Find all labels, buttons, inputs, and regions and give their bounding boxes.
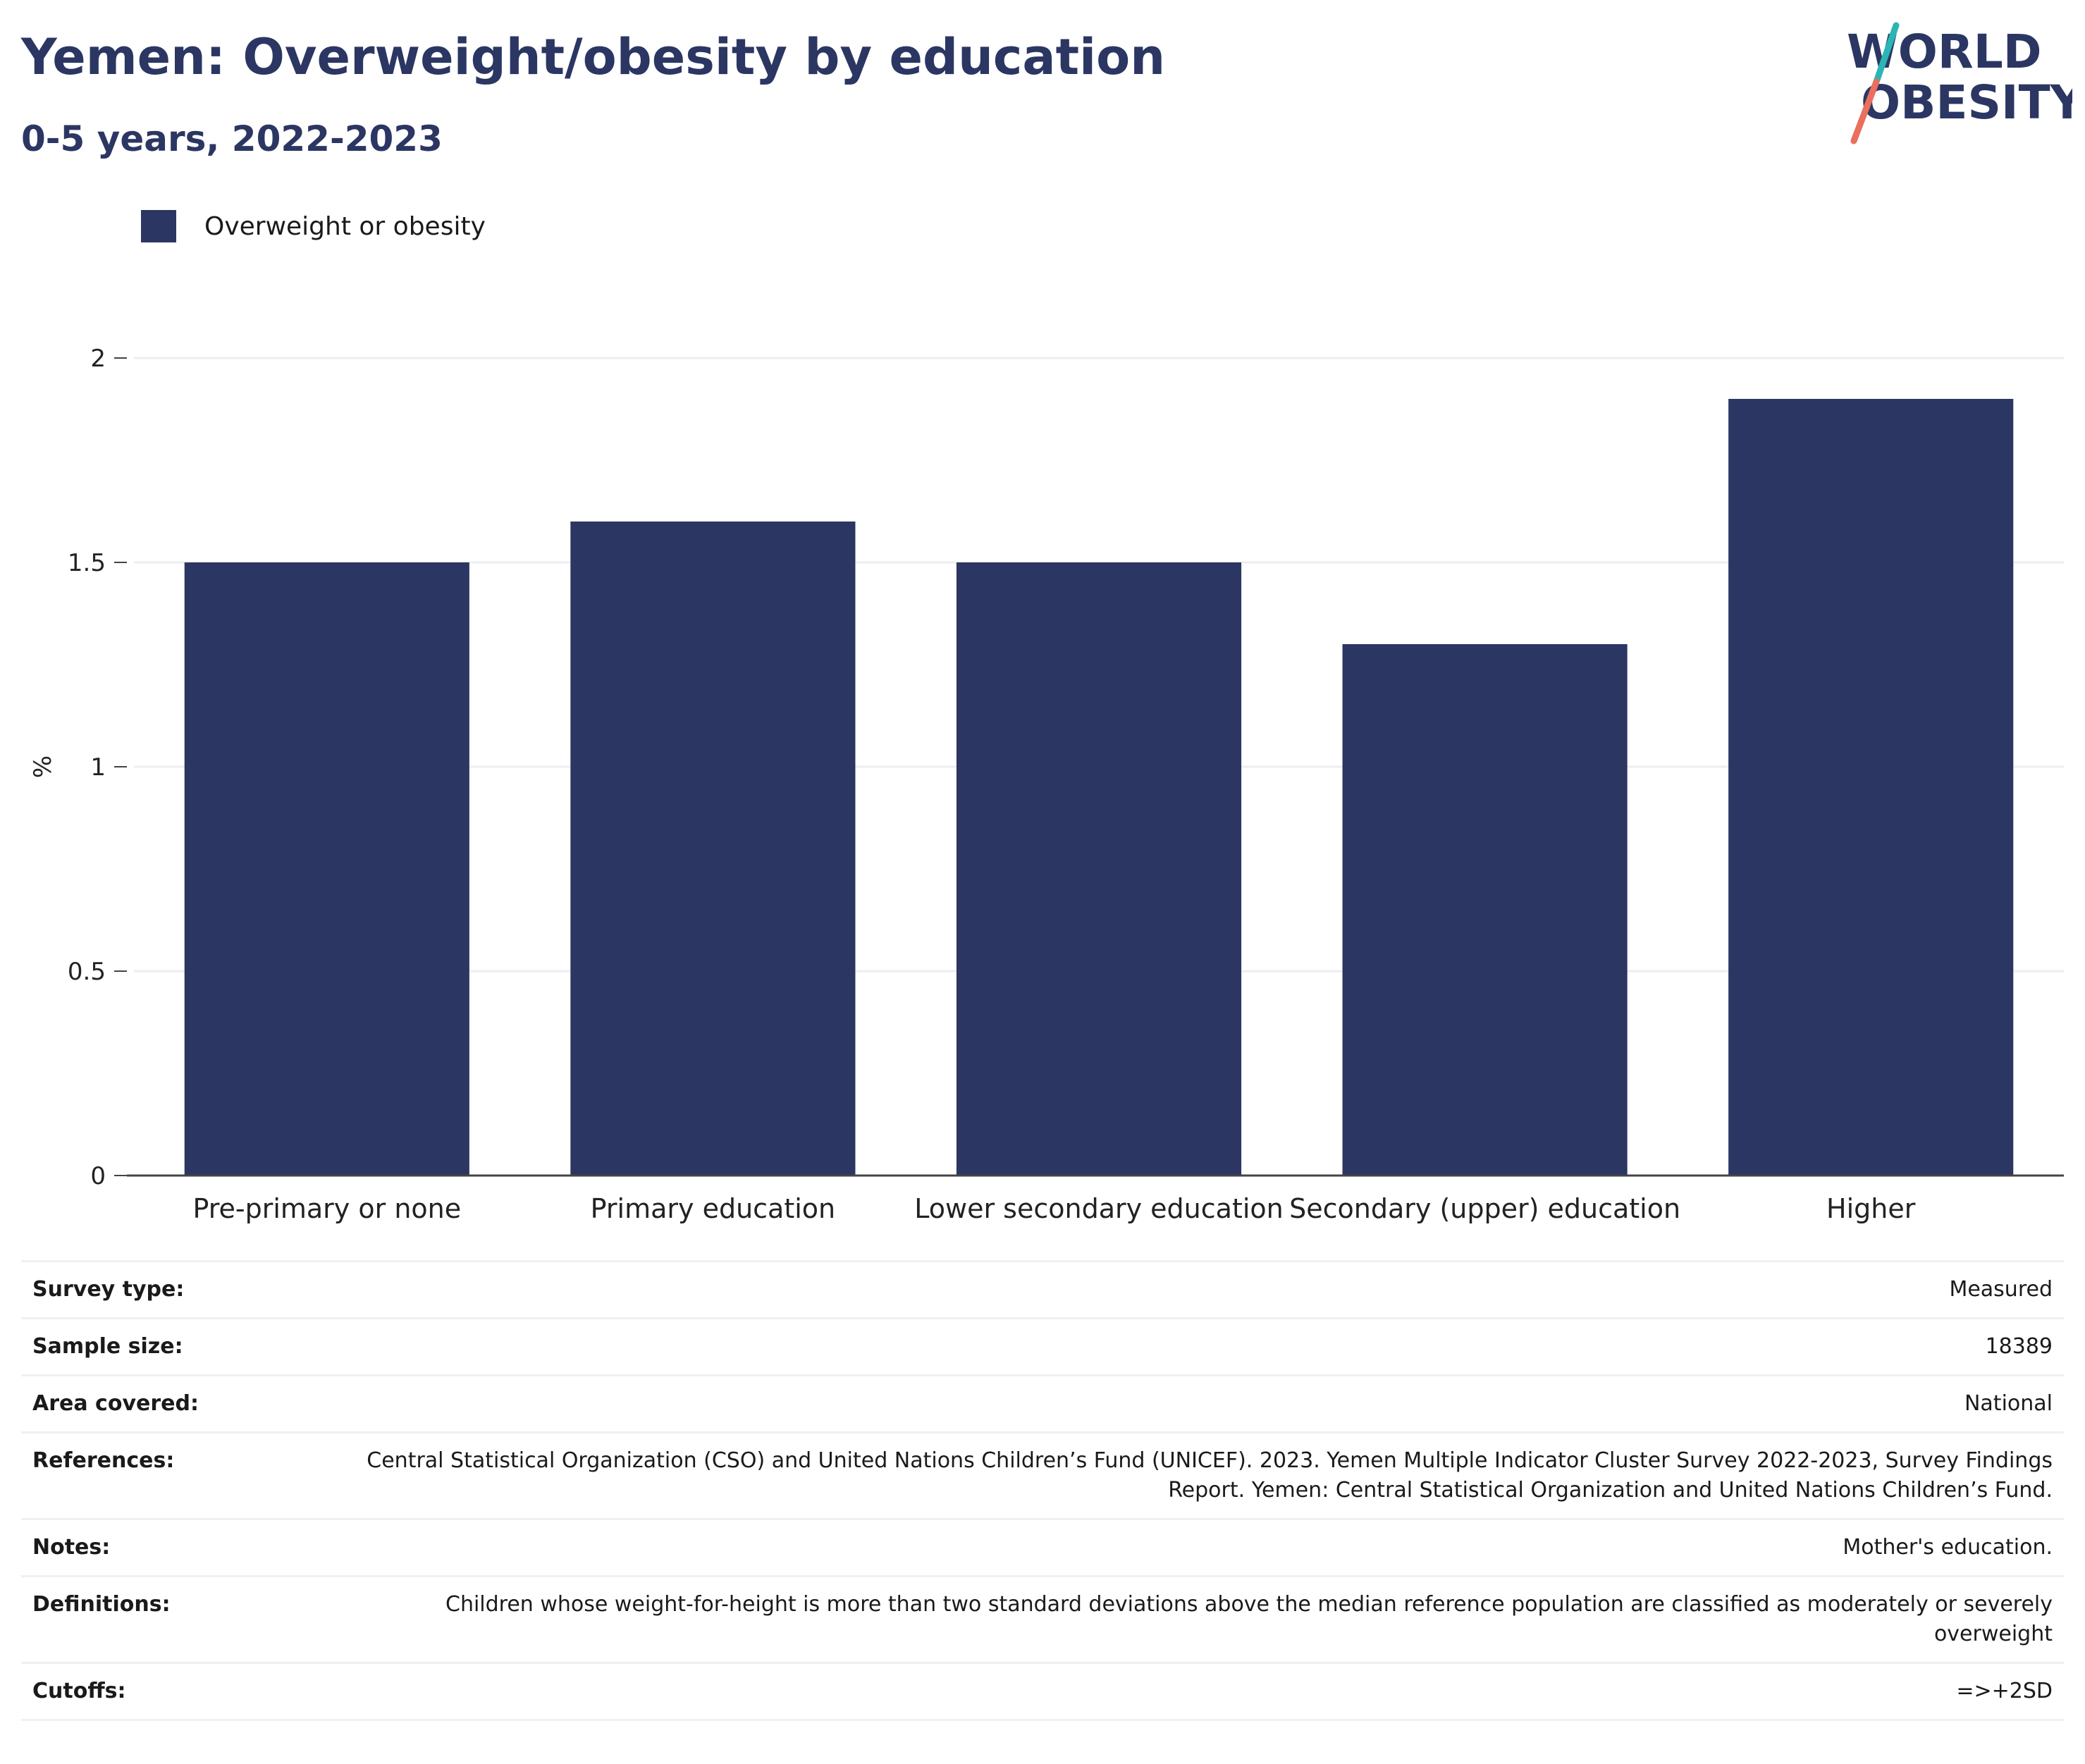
info-row: Definitions: Children whose weight-for-he… — [21, 1576, 2064, 1664]
info-value: Central Statistical Organization (CSO) a… — [340, 1432, 2064, 1520]
info-row: Area covered: National — [21, 1375, 2064, 1433]
info-value: 18389 — [340, 1318, 2064, 1376]
bar — [1728, 399, 2014, 1176]
bar — [570, 522, 856, 1176]
y-tick-label: 0.5 — [68, 958, 106, 986]
logo-line-1: WORLD — [1847, 25, 2042, 79]
y-tick-label: 2 — [90, 345, 106, 373]
info-label: References: — [21, 1432, 340, 1520]
info-row: Survey type: Measured — [21, 1260, 2064, 1319]
bar — [956, 562, 1242, 1176]
info-row: Cutoffs: =>+2SD — [21, 1663, 2064, 1721]
x-tick-label: Pre-primary or none — [192, 1193, 461, 1224]
info-label: Cutoffs: — [21, 1663, 340, 1721]
logo-slash-coral — [1850, 78, 1880, 144]
info-row: Sample size: 18389 — [21, 1318, 2064, 1376]
info-value: National — [340, 1375, 2064, 1433]
info-label: Definitions: — [21, 1576, 340, 1664]
logo-line-2: OBESITY — [1861, 75, 2072, 130]
x-tick-label: Primary education — [591, 1193, 835, 1224]
info-value: =>+2SD — [340, 1663, 2064, 1721]
bar-chart: 0 0.5 1 1.5 2% Pre-primary or none Primary edu… — [29, 345, 2064, 1224]
bar — [1342, 644, 1628, 1176]
x-tick-label: Secondary (upper) education — [1289, 1193, 1680, 1224]
info-value: Mother's education. — [340, 1519, 2064, 1577]
y-tick-label: 0 — [90, 1162, 106, 1190]
logo-slash-teal — [1873, 22, 1900, 85]
info-label: Survey type: — [21, 1260, 340, 1319]
y-tick-label: 1 — [90, 753, 106, 782]
legend[interactable]: Overweight or obesity — [141, 210, 486, 242]
legend-swatch — [141, 210, 176, 242]
legend-label: Overweight or obesity — [204, 211, 486, 241]
info-row: References: Central Statistical Organizat… — [21, 1432, 2064, 1520]
info-label: Area covered: — [21, 1375, 340, 1433]
info-row: Notes: Mother's education. — [21, 1519, 2064, 1577]
world-obesity-logo: WORLD OBESITY — [1847, 22, 2072, 144]
survey-info-table: Survey type: Measured Sample size: 18389 Are… — [21, 1260, 2064, 1721]
info-label: Sample size: — [21, 1318, 340, 1376]
info-value: Measured — [340, 1260, 2064, 1319]
info-label: Notes: — [21, 1519, 340, 1577]
x-tick-label: Lower secondary education — [914, 1193, 1283, 1224]
bar — [184, 562, 469, 1176]
y-tick-label: 1.5 — [68, 549, 106, 577]
info-value: Children whose weight-for-height is more… — [340, 1576, 2064, 1664]
x-tick-label: Higher — [1826, 1193, 1916, 1224]
chart-title: Yemen: Overweight/obesity by education — [21, 28, 1166, 86]
y-axis-title: % — [29, 755, 57, 778]
chart-subtitle: 0-5 years, 2022-2023 — [21, 118, 443, 159]
